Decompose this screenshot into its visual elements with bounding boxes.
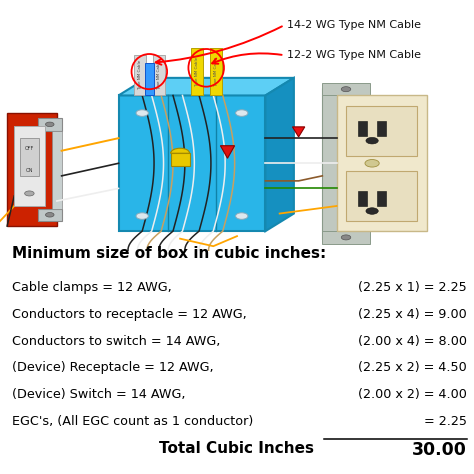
Circle shape: [365, 160, 379, 167]
Wedge shape: [171, 148, 190, 153]
Text: EGC's, (All EGC count as 1 conductor): EGC's, (All EGC count as 1 conductor): [12, 415, 253, 428]
Circle shape: [236, 110, 248, 116]
Polygon shape: [346, 106, 417, 156]
Text: 12-2 WG Type NM Cable: 12-2 WG Type NM Cable: [287, 50, 421, 60]
Circle shape: [236, 213, 248, 219]
Polygon shape: [377, 120, 386, 136]
Polygon shape: [220, 146, 235, 158]
Text: (2.00 x 2) = 4.00: (2.00 x 2) = 4.00: [358, 388, 467, 401]
Polygon shape: [38, 118, 62, 131]
Text: 30.00: 30.00: [412, 441, 467, 459]
Text: Type NM Cable: Type NM Cable: [138, 60, 142, 91]
Text: Conductors to receptacle = 12 AWG,: Conductors to receptacle = 12 AWG,: [12, 308, 246, 321]
Text: Cable clamps = 12 AWG,: Cable clamps = 12 AWG,: [12, 281, 172, 294]
Text: = 2.25: = 2.25: [424, 415, 467, 428]
Circle shape: [136, 110, 148, 116]
Polygon shape: [337, 95, 427, 231]
Polygon shape: [38, 209, 62, 221]
Text: Type NM Cable: Type NM Cable: [214, 56, 218, 87]
Polygon shape: [153, 55, 165, 95]
Polygon shape: [191, 48, 203, 95]
Text: (2.25 x 4) = 9.00: (2.25 x 4) = 9.00: [358, 308, 467, 321]
Polygon shape: [265, 78, 294, 231]
Circle shape: [25, 191, 34, 196]
Polygon shape: [322, 231, 370, 244]
Polygon shape: [134, 55, 146, 95]
Polygon shape: [7, 113, 57, 226]
Text: (Device) Switch = 14 AWG,: (Device) Switch = 14 AWG,: [12, 388, 185, 401]
Circle shape: [46, 212, 54, 217]
Text: ON: ON: [26, 168, 33, 173]
Polygon shape: [358, 191, 367, 206]
Polygon shape: [292, 127, 305, 137]
Text: 14-2 WG Type NM Cable: 14-2 WG Type NM Cable: [287, 20, 421, 30]
Text: Type NM Cable: Type NM Cable: [157, 60, 161, 91]
Polygon shape: [322, 83, 370, 95]
Polygon shape: [118, 78, 294, 95]
Text: Minimum size of box in cubic inches:: Minimum size of box in cubic inches:: [12, 246, 326, 261]
Polygon shape: [52, 131, 62, 209]
Circle shape: [366, 208, 378, 214]
Polygon shape: [171, 153, 190, 166]
Polygon shape: [118, 95, 265, 231]
Text: Type NM Cable: Type NM Cable: [195, 56, 199, 87]
Polygon shape: [358, 120, 367, 136]
Polygon shape: [20, 138, 39, 176]
Text: (Device) Receptacle = 12 AWG,: (Device) Receptacle = 12 AWG,: [12, 361, 213, 374]
Polygon shape: [145, 63, 154, 95]
Circle shape: [46, 122, 54, 127]
Text: (2.00 x 4) = 8.00: (2.00 x 4) = 8.00: [358, 335, 467, 347]
Text: OFF: OFF: [25, 146, 34, 151]
Text: Conductors to switch = 14 AWG,: Conductors to switch = 14 AWG,: [12, 335, 220, 347]
Polygon shape: [14, 126, 45, 206]
Polygon shape: [210, 48, 222, 95]
Polygon shape: [377, 191, 386, 206]
Circle shape: [341, 87, 351, 91]
Circle shape: [366, 137, 378, 144]
Text: (2.25 x 1) = 2.25: (2.25 x 1) = 2.25: [358, 281, 467, 294]
Text: (2.25 x 2) = 4.50: (2.25 x 2) = 4.50: [358, 361, 467, 374]
Polygon shape: [322, 88, 346, 239]
Circle shape: [341, 235, 351, 240]
Polygon shape: [346, 171, 417, 221]
Circle shape: [136, 213, 148, 219]
Text: Total Cubic Inches: Total Cubic Inches: [159, 441, 314, 456]
